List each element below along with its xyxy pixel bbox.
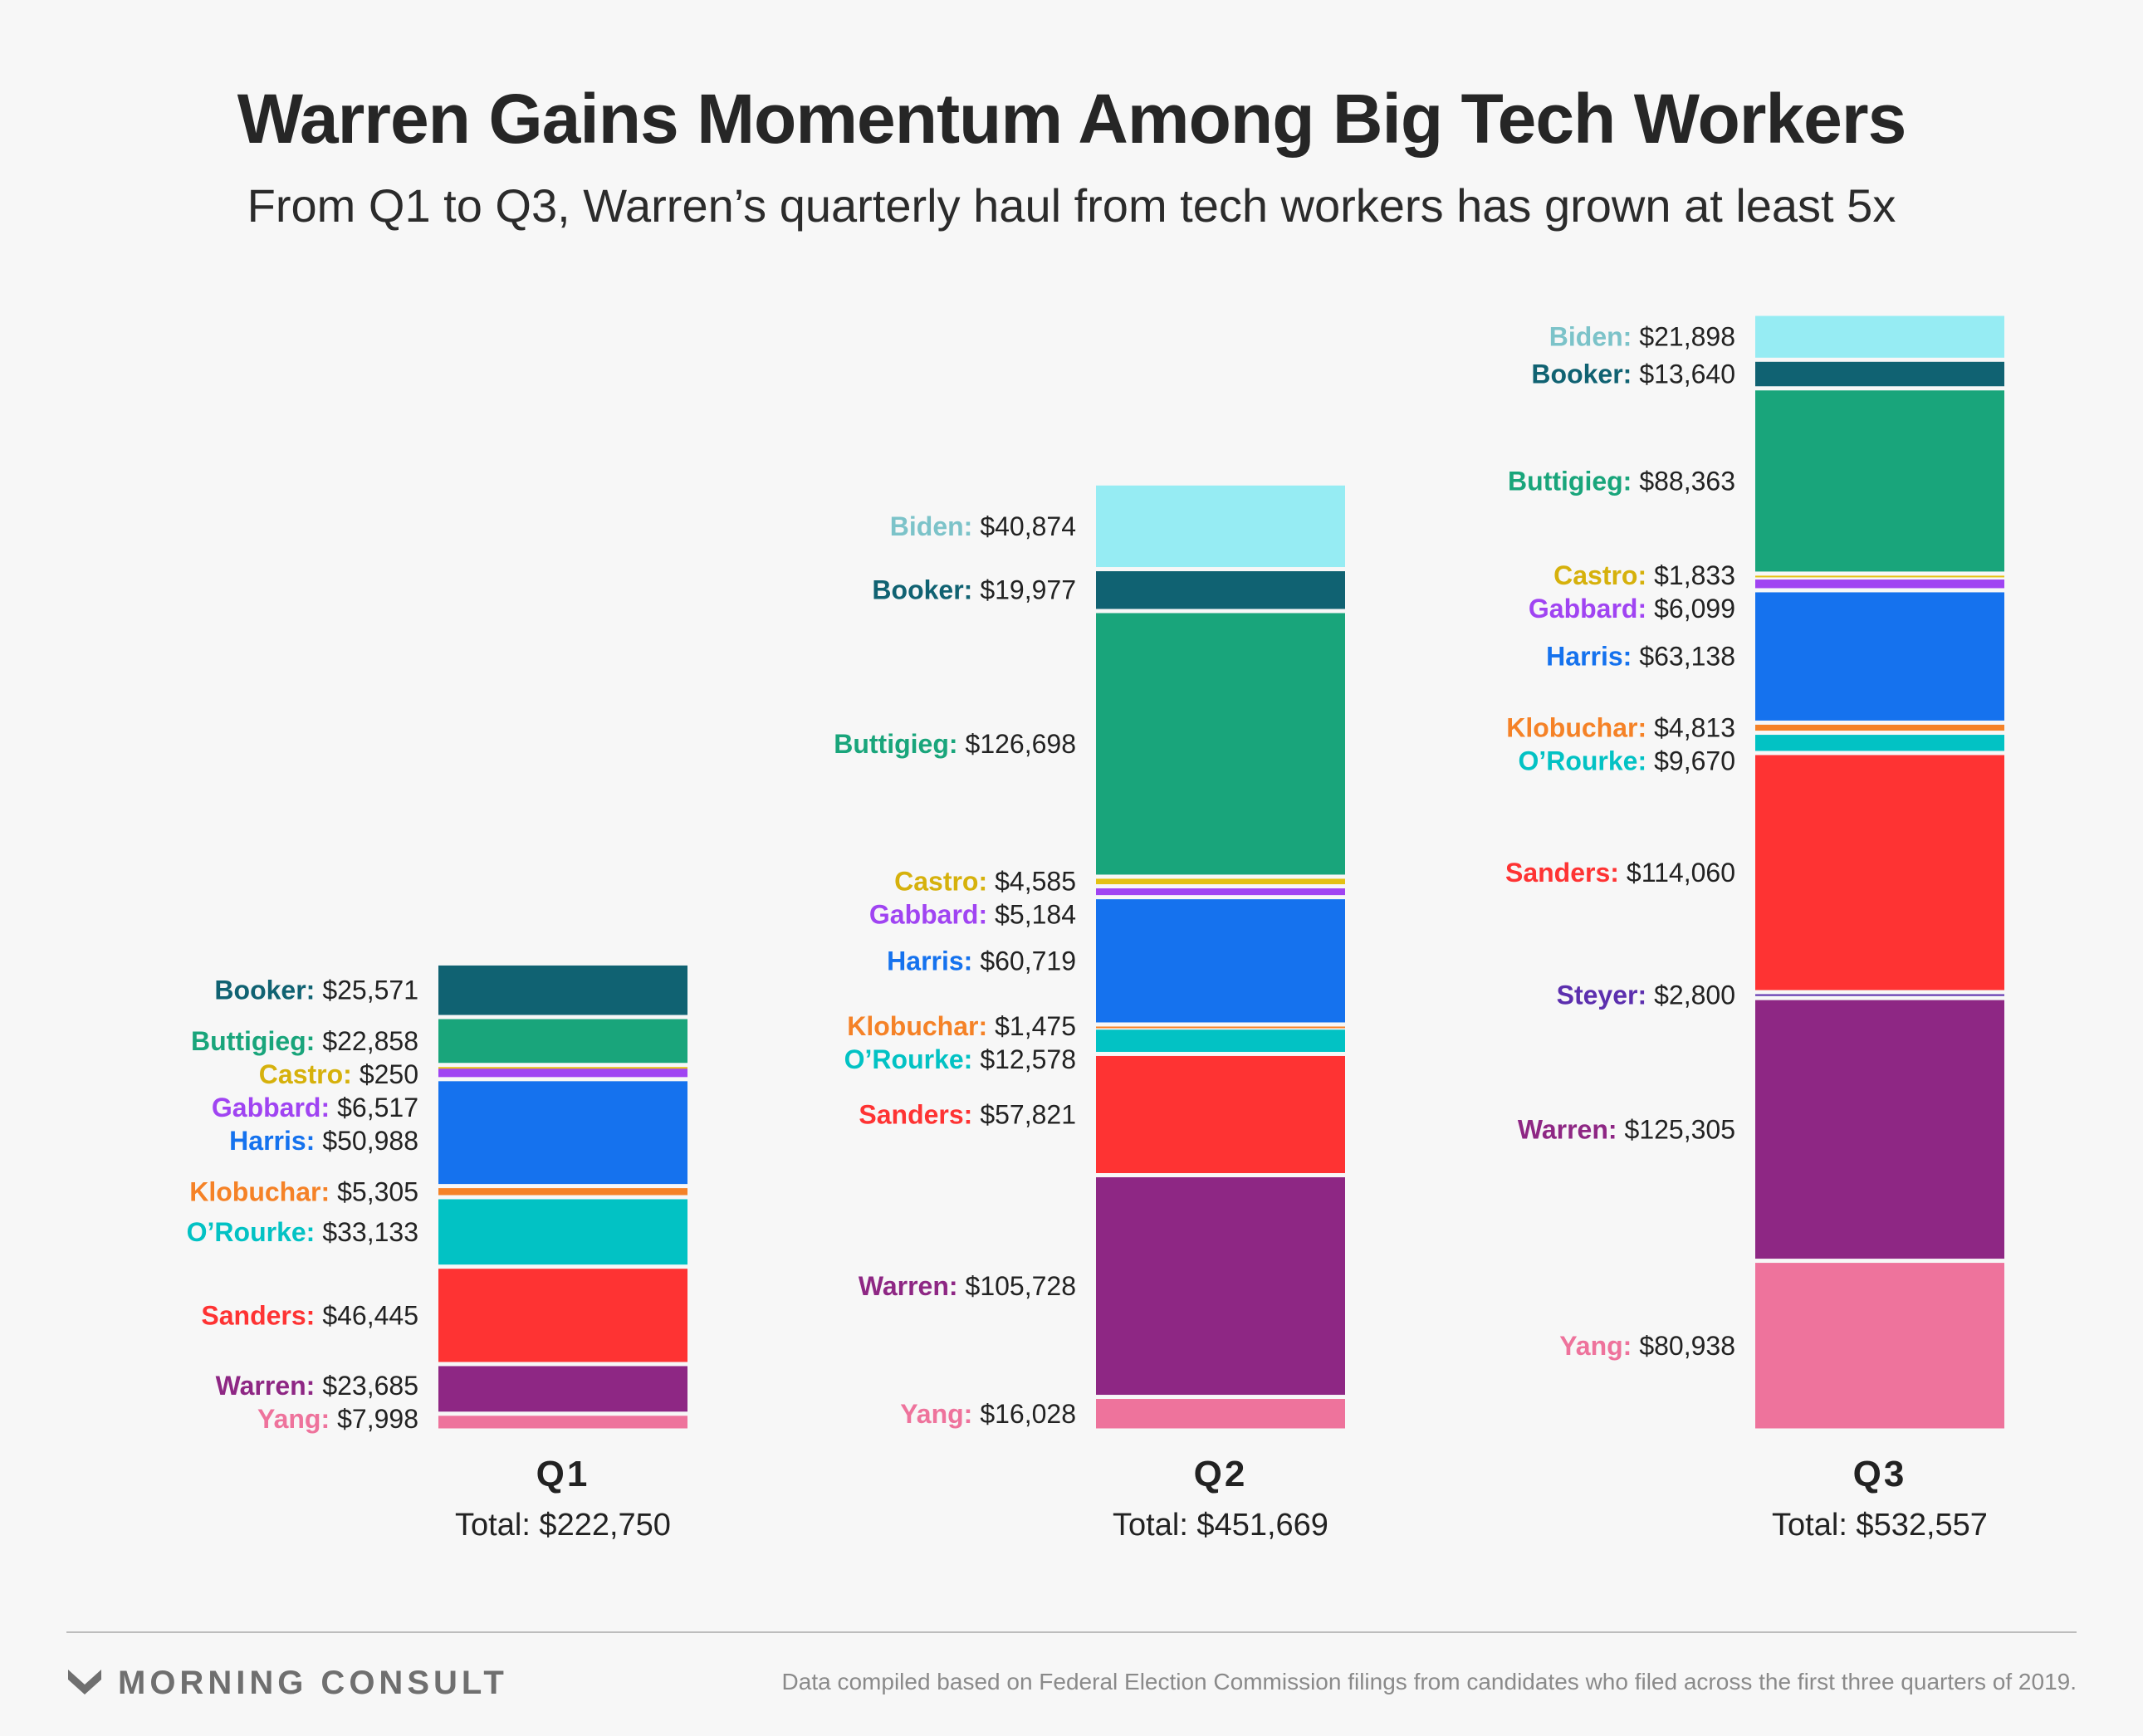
bar-segment-q3-o-rourke bbox=[1755, 735, 2004, 751]
segment-label-q3-harris: Harris: $63,138 bbox=[1546, 642, 1735, 672]
segment-label-q2-biden: Biden: $40,874 bbox=[890, 511, 1076, 541]
bar-segment-q1-o-rourke bbox=[438, 1199, 687, 1265]
category-label-q1: Q1 bbox=[536, 1454, 590, 1494]
bar-segment-q2-castro bbox=[1096, 878, 1345, 885]
bar-segment-q1-harris bbox=[438, 1081, 687, 1185]
category-label-q2: Q2 bbox=[1194, 1454, 1248, 1494]
total-label-q3: Total: $532,557 bbox=[1772, 1508, 1988, 1543]
segment-label-q1-klobuchar: Klobuchar: $5,305 bbox=[189, 1176, 418, 1206]
bar-segment-q1-yang bbox=[438, 1416, 687, 1429]
segment-label-q3-yang: Yang: $80,938 bbox=[1559, 1331, 1735, 1361]
bar-segment-q3-klobuchar bbox=[1755, 724, 2004, 731]
bar-segment-q2-o-rourke bbox=[1096, 1029, 1345, 1052]
bar-segment-q1-booker bbox=[438, 965, 687, 1015]
bar-segment-q3-biden bbox=[1755, 315, 2004, 358]
segment-label-q1-buttigieg: Buttigieg: $22,858 bbox=[191, 1026, 418, 1056]
stack-q2: Biden: $40,874 Booker: $19,977 Buttigieg: $12… bbox=[834, 485, 1345, 1543]
bar-segment-q3-harris bbox=[1755, 592, 2004, 721]
segment-label-q2-harris: Harris: $60,719 bbox=[887, 946, 1076, 976]
bar-segment-q2-harris bbox=[1096, 899, 1345, 1023]
bar-segment-q3-steyer bbox=[1755, 994, 2004, 996]
segment-label-q1-yang: Yang: $7,998 bbox=[257, 1404, 418, 1434]
segment-label-q3-warren: Warren: $125,305 bbox=[1518, 1114, 1735, 1144]
segment-label-q1-castro: Castro: $250 bbox=[259, 1059, 418, 1089]
segment-label-q3-biden: Biden: $21,898 bbox=[1549, 322, 1735, 352]
logo-text: MORNING CONSULT bbox=[118, 1664, 508, 1701]
segment-label-q3-sanders: Sanders: $114,060 bbox=[1505, 858, 1735, 888]
segment-label-q3-o-rourke: O’Rourke: $9,670 bbox=[1518, 746, 1735, 775]
segment-label-q2-sanders: Sanders: $57,821 bbox=[859, 1099, 1076, 1129]
bar-segment-q1-buttigieg bbox=[438, 1019, 687, 1064]
segment-label-q3-buttigieg: Buttigieg: $88,363 bbox=[1508, 466, 1735, 496]
bar-segment-q2-gabbard bbox=[1096, 888, 1345, 896]
segment-label-q2-klobuchar: Klobuchar: $1,475 bbox=[847, 1011, 1076, 1041]
bar-segment-q3-buttigieg bbox=[1755, 390, 2004, 572]
segment-label-q1-booker: Booker: $25,571 bbox=[214, 976, 418, 1005]
bar-segment-q2-biden bbox=[1096, 485, 1345, 568]
total-label-q2: Total: $451,669 bbox=[1113, 1508, 1328, 1543]
bar-segment-q2-yang bbox=[1096, 1399, 1345, 1429]
source-note: Data compiled based on Federal Election … bbox=[781, 1669, 2077, 1694]
footer-divider bbox=[66, 1631, 2077, 1633]
bar-segment-q3-warren bbox=[1755, 1000, 2004, 1259]
bar-segment-q3-yang bbox=[1755, 1263, 2004, 1429]
segment-label-q1-harris: Harris: $50,988 bbox=[229, 1126, 418, 1156]
bar-segment-q1-gabbard bbox=[438, 1067, 687, 1078]
bar-segment-q1-warren bbox=[438, 1366, 687, 1412]
chart-subtitle: From Q1 to Q3, Warren’s quarterly haul f… bbox=[247, 179, 1896, 232]
segment-label-q2-booker: Booker: $19,977 bbox=[872, 575, 1076, 605]
segment-label-q1-sanders: Sanders: $46,445 bbox=[201, 1300, 418, 1330]
bar-segment-q3-castro bbox=[1755, 575, 2004, 578]
category-label-q3: Q3 bbox=[1853, 1454, 1907, 1494]
segment-label-q3-gabbard: Gabbard: $6,099 bbox=[1529, 594, 1735, 623]
bar-segment-q1-klobuchar bbox=[438, 1188, 687, 1196]
bar-segment-q3-gabbard bbox=[1755, 579, 2004, 589]
segment-label-q3-booker: Booker: $13,640 bbox=[1531, 359, 1735, 389]
segment-label-q2-buttigieg: Buttigieg: $126,698 bbox=[834, 729, 1076, 759]
segment-label-q2-castro: Castro: $4,585 bbox=[894, 867, 1076, 897]
bar-segment-q2-sanders bbox=[1096, 1055, 1345, 1173]
segment-label-q1-warren: Warren: $23,685 bbox=[216, 1371, 418, 1401]
segment-label-q3-castro: Castro: $1,833 bbox=[1553, 560, 1735, 590]
segment-label-q1-gabbard: Gabbard: $6,517 bbox=[212, 1093, 418, 1122]
bar-segment-q3-booker bbox=[1755, 361, 2004, 387]
chart-title: Warren Gains Momentum Among Big Tech Wor… bbox=[237, 80, 1907, 158]
segment-label-q3-klobuchar: Klobuchar: $4,813 bbox=[1506, 712, 1735, 742]
segment-label-q2-warren: Warren: $105,728 bbox=[859, 1271, 1076, 1301]
total-label-q1: Total: $222,750 bbox=[455, 1508, 671, 1543]
bar-segment-q1-castro bbox=[438, 1067, 687, 1069]
segment-label-q2-yang: Yang: $16,028 bbox=[900, 1399, 1076, 1429]
bar-segment-q2-warren bbox=[1096, 1176, 1345, 1396]
segment-label-q1-o-rourke: O’Rourke: $33,133 bbox=[187, 1217, 418, 1247]
stack-q3: Biden: $21,898 Booker: $13,640 Buttigieg: $88… bbox=[1505, 315, 2004, 1543]
segment-label-q3-steyer: Steyer: $2,800 bbox=[1557, 980, 1735, 1010]
bar-segment-q2-booker bbox=[1096, 571, 1345, 609]
segment-label-q2-gabbard: Gabbard: $5,184 bbox=[869, 900, 1076, 930]
bar-segment-q1-sanders bbox=[438, 1269, 687, 1362]
bar-segment-q2-buttigieg bbox=[1096, 613, 1345, 875]
bar-segment-q2-klobuchar bbox=[1096, 1026, 1345, 1029]
bar-segment-q3-sanders bbox=[1755, 755, 2004, 990]
morning-consult-logo-icon bbox=[68, 1670, 101, 1694]
morning-consult-logo: MORNING CONSULT bbox=[66, 1662, 508, 1704]
segment-label-q2-o-rourke: O’Rourke: $12,578 bbox=[844, 1044, 1076, 1074]
